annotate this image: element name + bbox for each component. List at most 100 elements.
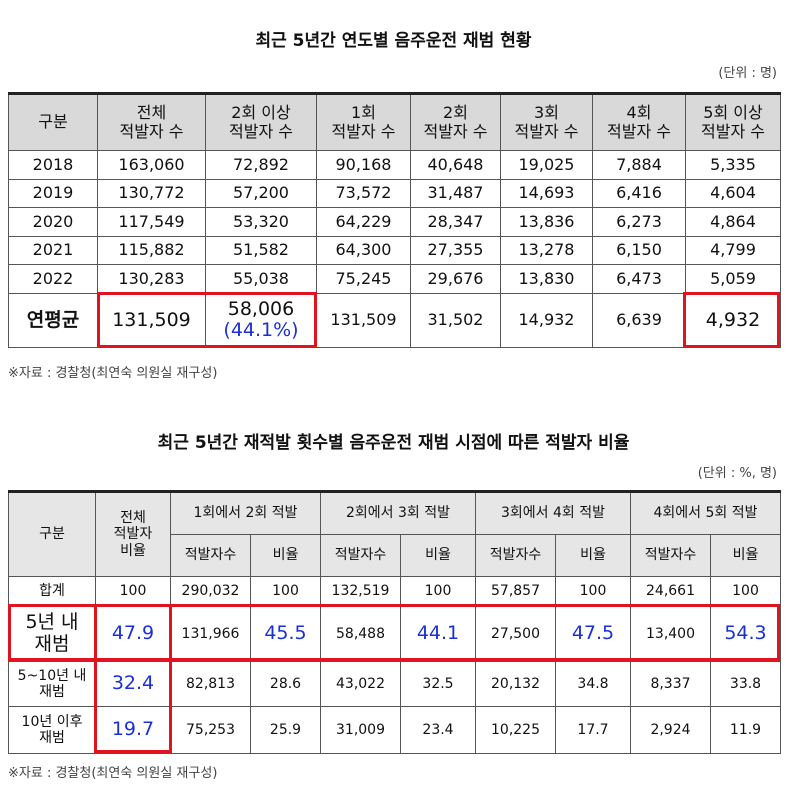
subheader-cell: 비율 bbox=[555, 534, 631, 577]
subheader-cell: 비율 bbox=[710, 534, 781, 577]
cell: 17.7 bbox=[555, 706, 631, 754]
cell: 2019 bbox=[8, 178, 98, 209]
data-row: 합계 100 290,032 100 132,519 100 57,857 100 24,661… bbox=[8, 576, 781, 607]
cell: 5,059 bbox=[685, 264, 781, 294]
row-label: 연평균 bbox=[8, 292, 98, 348]
cell: 5,335 bbox=[685, 150, 781, 180]
cell: 90,168 bbox=[316, 150, 411, 180]
row-label: 10년 이후 재범 bbox=[8, 706, 96, 754]
cell: 2,924 bbox=[630, 706, 711, 754]
cell: 33.8 bbox=[710, 661, 781, 707]
cell: 64,300 bbox=[316, 235, 411, 266]
cell: 6,639 bbox=[592, 292, 686, 348]
cell: 2021 bbox=[8, 235, 98, 266]
cell: 32.4 bbox=[95, 661, 171, 707]
cell: 131,966 bbox=[170, 606, 251, 662]
table2: 구분 전체 적발자 비율 1회에서 2회 적발 2회에서 3회 적발 3회에서 4회 적… bbox=[8, 490, 781, 754]
cell: 130,283 bbox=[97, 264, 206, 294]
table1-source: ※자료 : 경찰청(최연숙 의원실 재구성) bbox=[8, 366, 218, 381]
group-header: 2회에서 3회 적발 bbox=[320, 491, 476, 535]
cell: 58,488 bbox=[320, 606, 401, 662]
header-cell: 구분 bbox=[8, 93, 98, 151]
header-cell: 2회 이상 적발자 수 bbox=[205, 93, 317, 151]
cell: 47.5 bbox=[555, 606, 631, 662]
table2-unit: (단위 : %, 명) bbox=[697, 466, 777, 481]
header-cell: 3회 적발자 수 bbox=[500, 93, 593, 151]
cell: 72,892 bbox=[205, 150, 317, 180]
cell: 75,245 bbox=[316, 264, 411, 294]
cell: 54.3 bbox=[710, 606, 781, 662]
cell: 28.6 bbox=[250, 661, 321, 707]
subheader-cell: 비율 bbox=[250, 534, 321, 577]
cell: 43,022 bbox=[320, 661, 401, 707]
cell: 73,572 bbox=[316, 178, 411, 209]
group-header: 1회에서 2회 적발 bbox=[170, 491, 321, 535]
cell: 19,025 bbox=[500, 150, 593, 180]
cell: 82,813 bbox=[170, 661, 251, 707]
cell: 27,500 bbox=[475, 606, 556, 662]
cell: 13,278 bbox=[500, 235, 593, 266]
cell: 47.9 bbox=[95, 606, 171, 662]
header-cell: 전체 적발자 수 bbox=[97, 93, 206, 151]
average-row: 연평균 131,509 58,006 (44.1%) 131,509 31,502 14,9… bbox=[8, 292, 781, 348]
cell: 75,253 bbox=[170, 706, 251, 754]
cell: 131,509 bbox=[316, 292, 411, 348]
cell: 14,693 bbox=[500, 178, 593, 209]
cell: 51,582 bbox=[205, 235, 317, 266]
cell: 44.1 bbox=[400, 606, 476, 662]
cell: 14,932 bbox=[500, 292, 593, 348]
cell: 131,509 bbox=[97, 292, 206, 348]
cell: 27,355 bbox=[410, 235, 501, 266]
cell: 45.5 bbox=[250, 606, 321, 662]
cell: 2022 bbox=[8, 264, 98, 294]
cell: 64,229 bbox=[316, 207, 411, 237]
cell: 6,416 bbox=[592, 178, 686, 209]
cell: 100 bbox=[555, 576, 631, 607]
row-label: 5~10년 내 재범 bbox=[8, 661, 96, 707]
subheader-cell: 적발자수 bbox=[630, 534, 711, 577]
cell: 100 bbox=[250, 576, 321, 607]
cell: 132,519 bbox=[320, 576, 401, 607]
header-row: 적발자수 비율 적발자수 비율 적발자수 비율 적발자수 비율 bbox=[9, 534, 781, 577]
data-row: 5~10년 내 재범 32.4 82,813 28.6 43,022 32.5 20,132… bbox=[8, 661, 781, 707]
cell: 31,487 bbox=[410, 178, 501, 209]
cell: 57,857 bbox=[475, 576, 556, 607]
cell: 100 bbox=[400, 576, 476, 607]
cell-ratio: (44.1%) bbox=[223, 319, 299, 342]
cell: 100 bbox=[95, 576, 171, 607]
cell: 4,932 bbox=[685, 292, 781, 348]
table2-title: 최근 5년간 재적발 횟수별 음주운전 재범 시점에 따른 적발자 비율 bbox=[157, 433, 630, 453]
cell: 25.9 bbox=[250, 706, 321, 754]
subheader-cell: 적발자수 bbox=[170, 534, 251, 577]
cell: 7,884 bbox=[592, 150, 686, 180]
table1-unit: (단위 : 명) bbox=[718, 66, 777, 81]
cell: 24,661 bbox=[630, 576, 711, 607]
cell: 100 bbox=[710, 576, 781, 607]
cell: 163,060 bbox=[97, 150, 206, 180]
cell: 6,150 bbox=[592, 235, 686, 266]
cell: 4,864 bbox=[685, 207, 781, 237]
cell: 2020 bbox=[8, 207, 98, 237]
cell: 6,273 bbox=[592, 207, 686, 237]
group-header: 3회에서 4회 적발 bbox=[475, 491, 631, 535]
cell: 13,400 bbox=[630, 606, 711, 662]
data-row: 10년 이후 재범 19.7 75,253 25.9 31,009 23.4 10,225 1… bbox=[8, 706, 781, 754]
header-cell: 5회 이상 적발자 수 bbox=[685, 93, 781, 151]
cell: 40,648 bbox=[410, 150, 501, 180]
data-row: 2022 130,283 55,038 75,245 29,676 13,830 6,473… bbox=[8, 264, 781, 294]
cell: 4,604 bbox=[685, 178, 781, 209]
table2-source: ※자료 : 경찰청(최연숙 의원실 재구성) bbox=[8, 766, 218, 781]
header-row: 구분 전체 적발자 수 2회 이상 적발자 수 1회 적발자 수 2회 적발자 수 3회 … bbox=[8, 93, 781, 151]
data-row: 2020 117,549 53,320 64,229 28,347 13,836 6,273… bbox=[8, 207, 781, 237]
data-row: 2019 130,772 57,200 73,572 31,487 14,693 6,416… bbox=[8, 178, 781, 209]
cell: 115,882 bbox=[97, 235, 206, 266]
header-row: 구분 전체 적발자 비율 1회에서 2회 적발 2회에서 3회 적발 3회에서 4회 적… bbox=[8, 491, 781, 577]
header-cell: 4회 적발자 수 bbox=[592, 93, 686, 151]
cell: 6,473 bbox=[592, 264, 686, 294]
subheader-cell: 적발자수 bbox=[320, 534, 401, 577]
header-cell: 1회 적발자 수 bbox=[316, 93, 411, 151]
group-header: 4회에서 5회 적발 bbox=[630, 491, 781, 535]
cell: 290,032 bbox=[170, 576, 251, 607]
cell: 28,347 bbox=[410, 207, 501, 237]
subheader-cell: 비율 bbox=[400, 534, 476, 577]
